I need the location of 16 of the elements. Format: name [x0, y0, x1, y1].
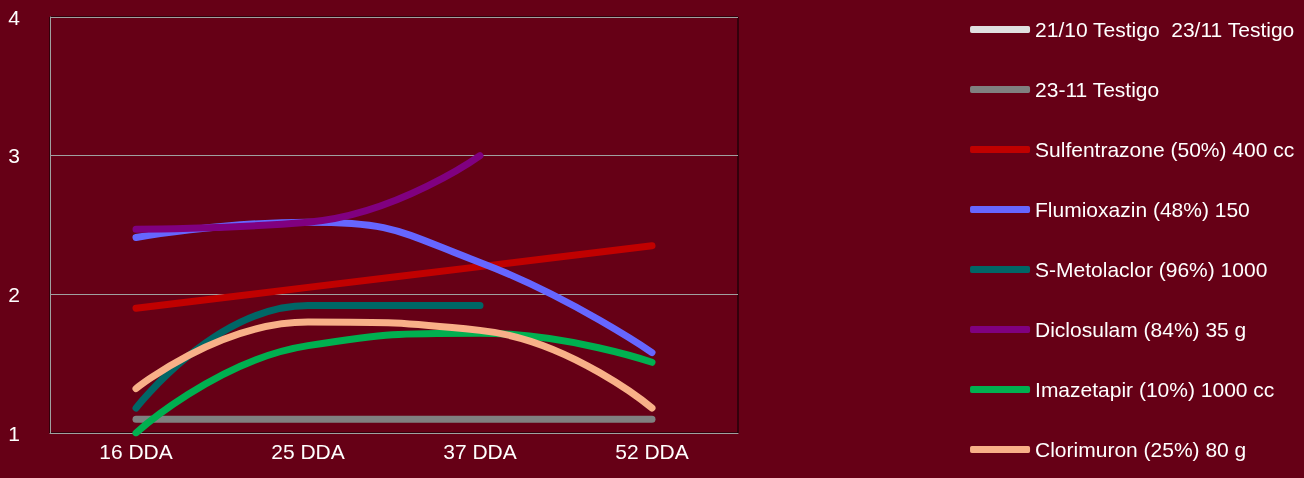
y-tick-label: 4: [8, 5, 21, 29]
x-tick-label: 25 DDA: [271, 440, 345, 463]
y-tick-label: 2: [8, 282, 20, 306]
legend-label: S-Metolaclor (96%) 1000: [1035, 258, 1268, 281]
legend-label: Imazetapir (10%) 1000 cc: [1035, 378, 1275, 401]
legend-label: 21/10 Testigo 23/11 Testigo: [1035, 18, 1295, 41]
x-tick-label: 16 DDA: [99, 440, 173, 463]
y-tick-label: 1: [8, 421, 20, 445]
legend-label: Sulfentrazone (50%) 400 cc: [1035, 138, 1295, 161]
legend-label: 23-11 Testigo: [1035, 78, 1160, 101]
y-tick-label: 3: [8, 144, 20, 168]
legend-label: Flumioxazin (48%) 150: [1035, 198, 1250, 221]
legend-label: Diclosulam (84%) 35 g: [1035, 318, 1247, 341]
legend-label: Clorimuron (25%) 80 g: [1035, 438, 1247, 461]
x-tick-label: 52 DDA: [615, 440, 689, 463]
x-tick-label: 37 DDA: [443, 440, 517, 463]
